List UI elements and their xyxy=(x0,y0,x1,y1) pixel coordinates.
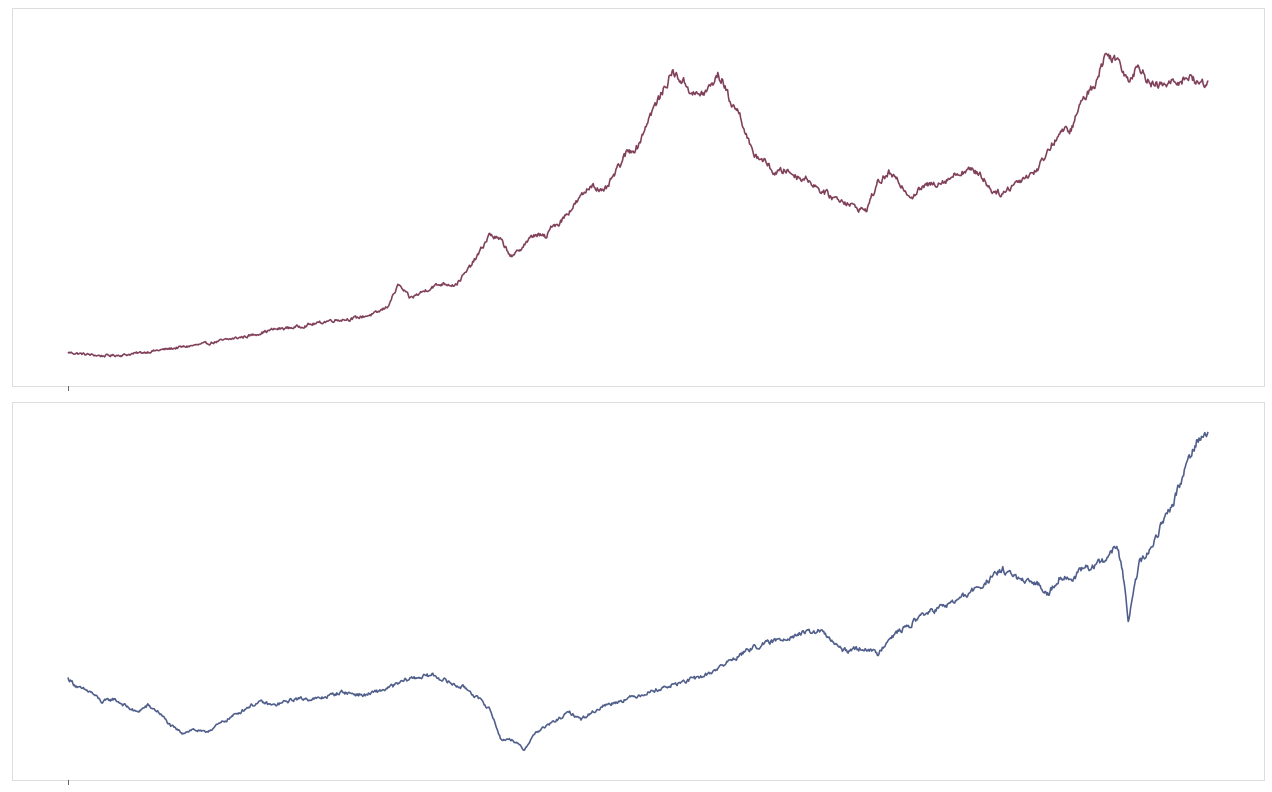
series-line-2 xyxy=(67,431,1209,752)
series-line-1 xyxy=(67,52,1209,358)
chart-panel-1 xyxy=(12,8,1265,391)
chart-frame xyxy=(12,402,1265,781)
chart-frame xyxy=(12,8,1265,387)
chart-panel-2 xyxy=(12,402,1265,785)
